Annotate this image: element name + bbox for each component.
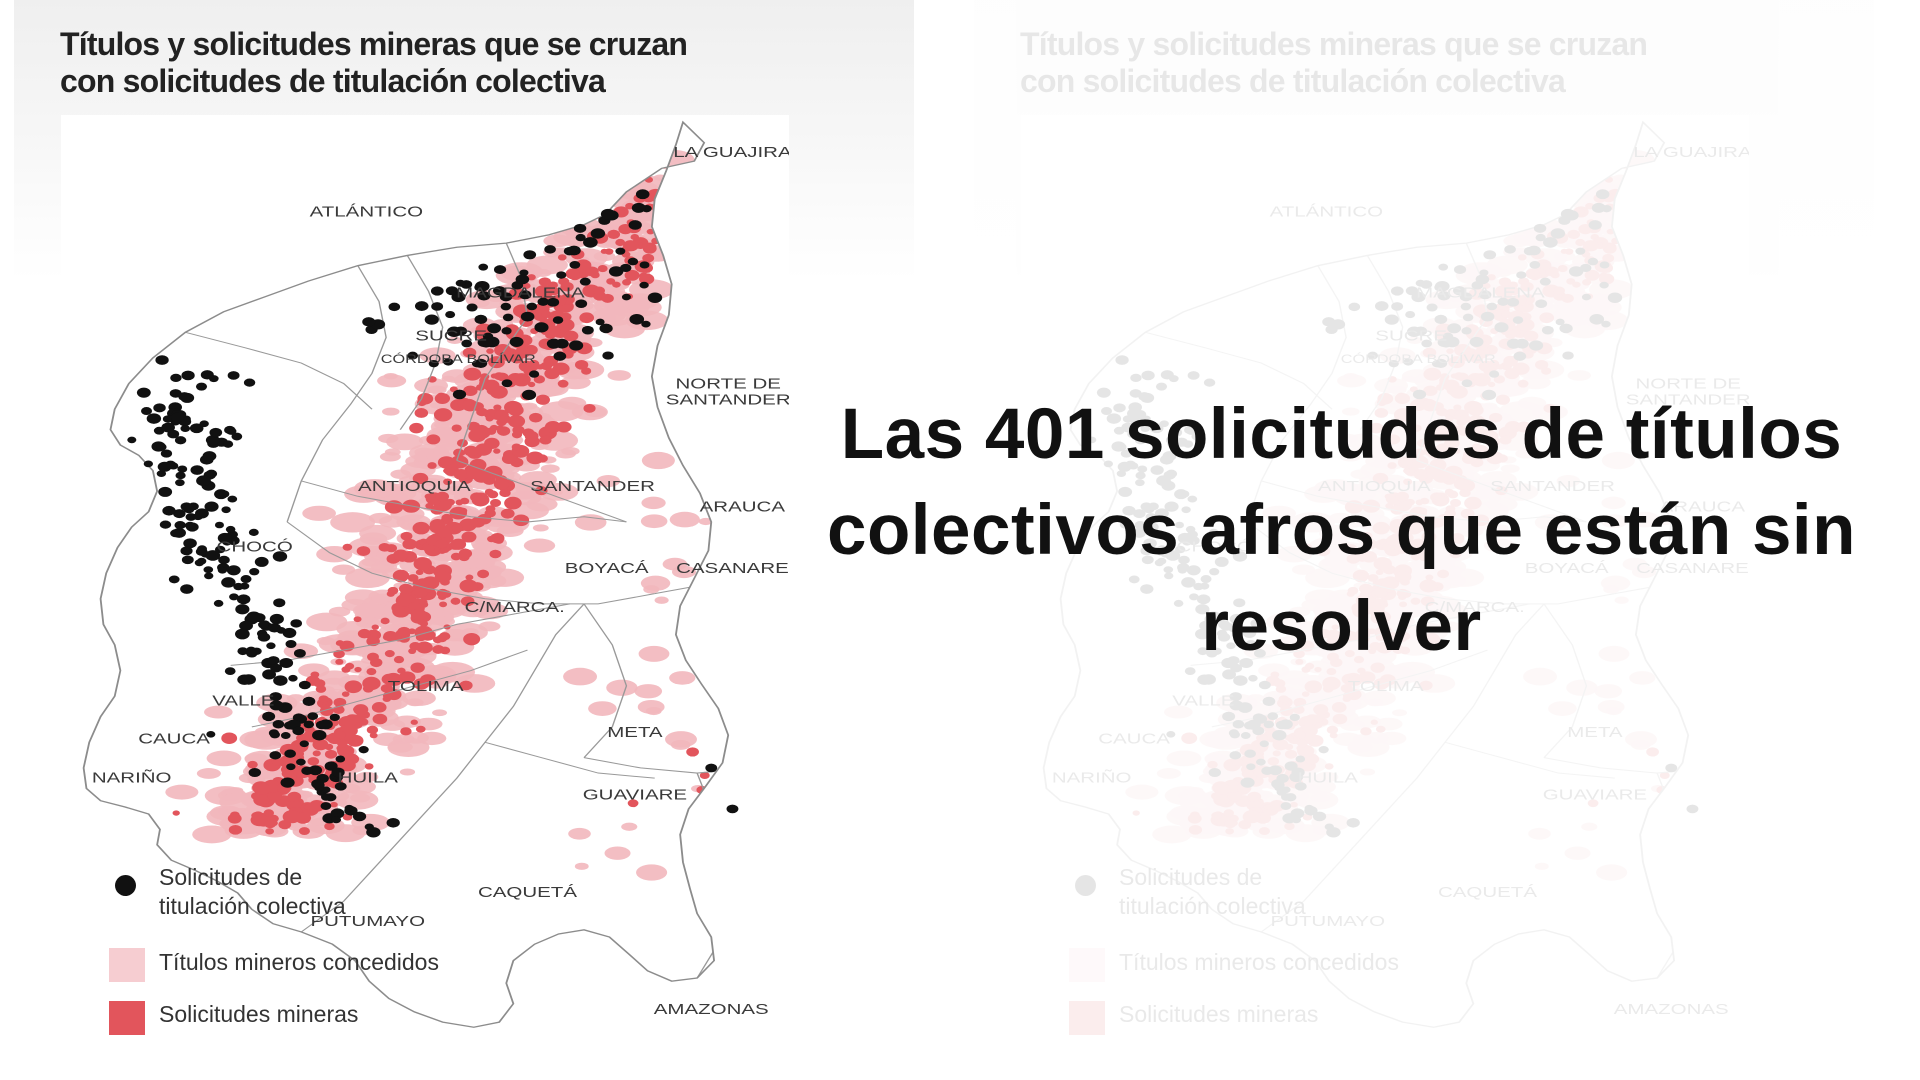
svg-text:ARAUCA: ARAUCA <box>700 498 785 515</box>
